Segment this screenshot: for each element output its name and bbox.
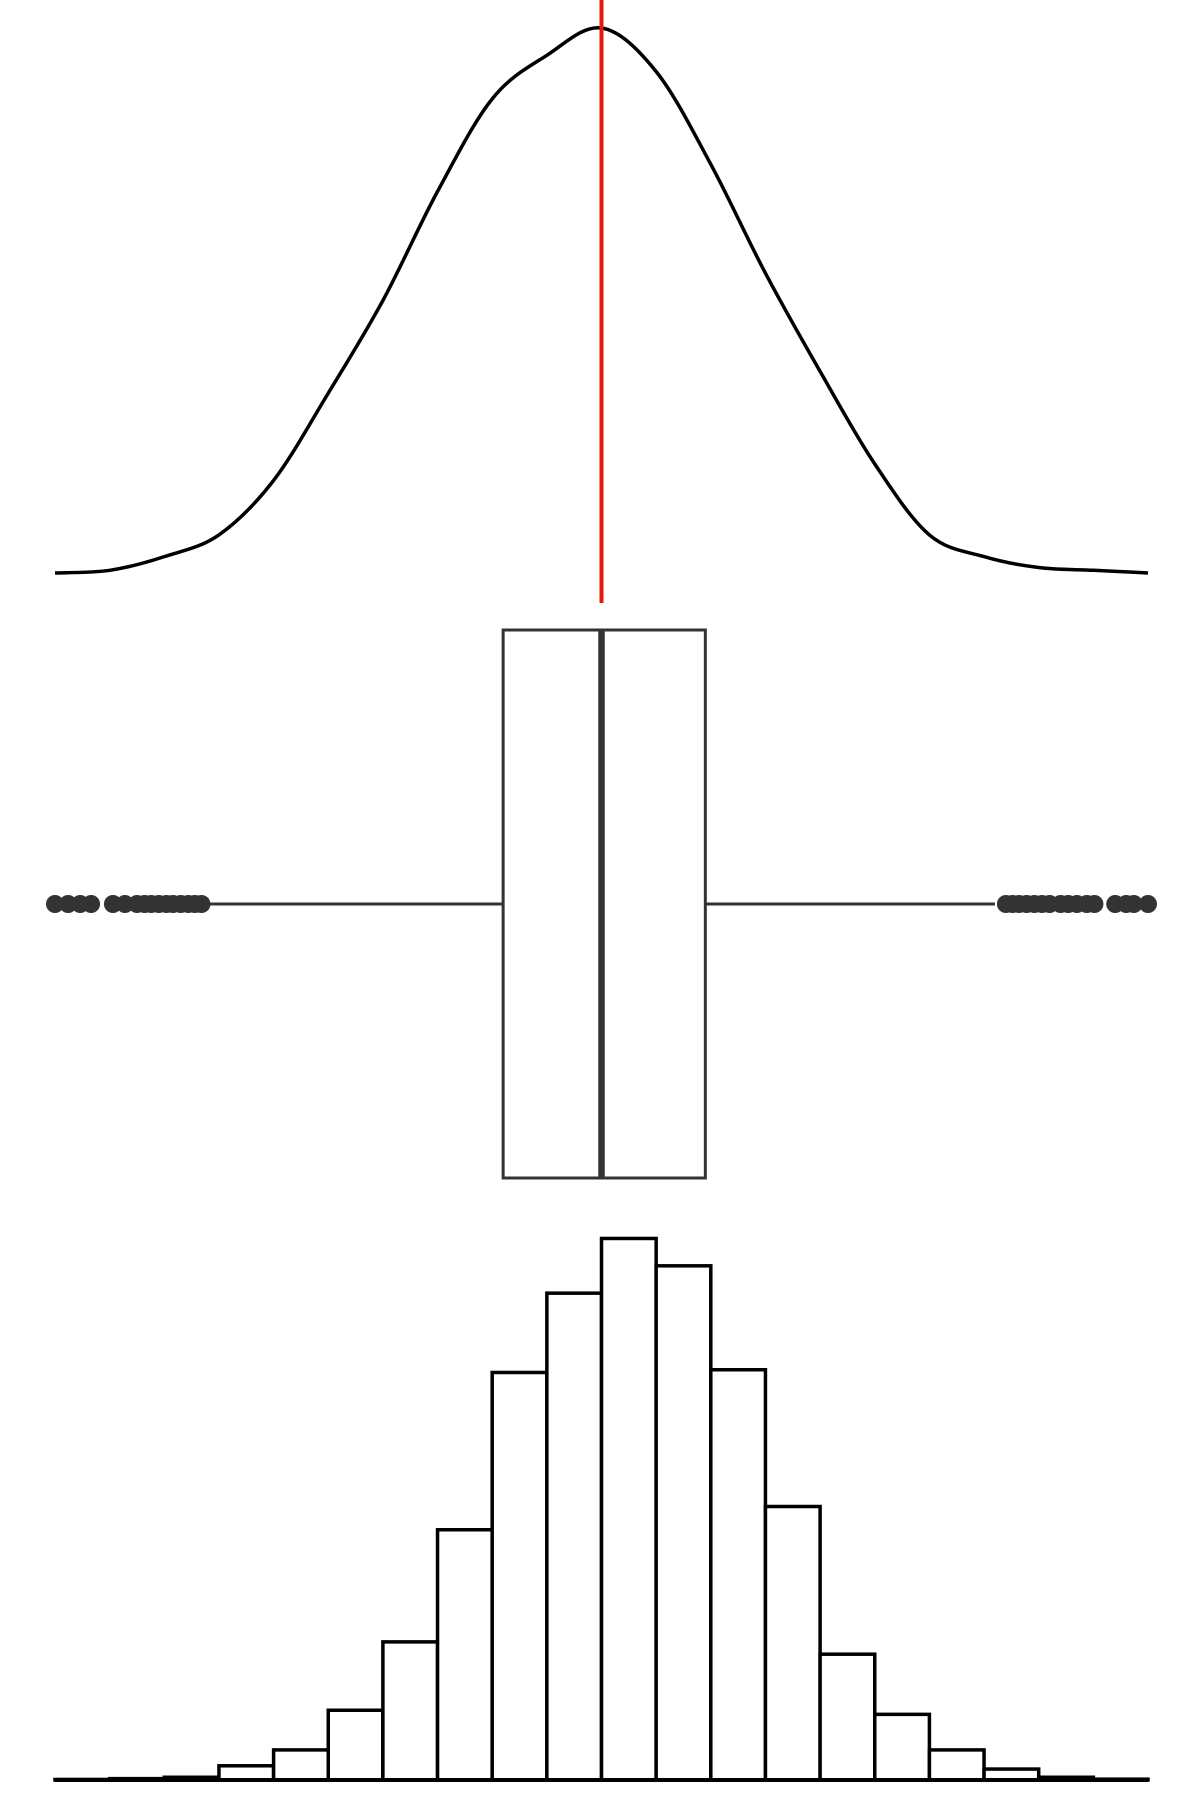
outlier-point: [192, 895, 211, 913]
histogram-bar: [818, 1652, 877, 1782]
boxplot-panel: [46, 628, 1157, 1180]
histogram-bar: [873, 1712, 932, 1782]
histogram-bar: [927, 1748, 986, 1782]
histogram-panel: [53, 1236, 1150, 1782]
outlier-point: [82, 895, 101, 913]
histogram-bar: [381, 1640, 440, 1782]
histogram-bar: [271, 1748, 331, 1782]
outlier-point: [1139, 895, 1157, 913]
histogram-bar: [217, 1764, 276, 1782]
histogram-bar: [654, 1264, 713, 1782]
histogram-bar: [435, 1527, 494, 1782]
histogram-bar: [599, 1236, 658, 1782]
outlier-point: [46, 895, 64, 913]
density-panel: [54, 0, 1149, 603]
histogram-bar: [763, 1504, 822, 1782]
histogram-bar: [709, 1368, 768, 1782]
outlier-point: [1085, 895, 1104, 913]
histogram-bar: [490, 1370, 549, 1782]
histogram-bar: [326, 1708, 385, 1782]
histogram-bar: [545, 1291, 604, 1782]
outlier-point: [1124, 895, 1143, 913]
